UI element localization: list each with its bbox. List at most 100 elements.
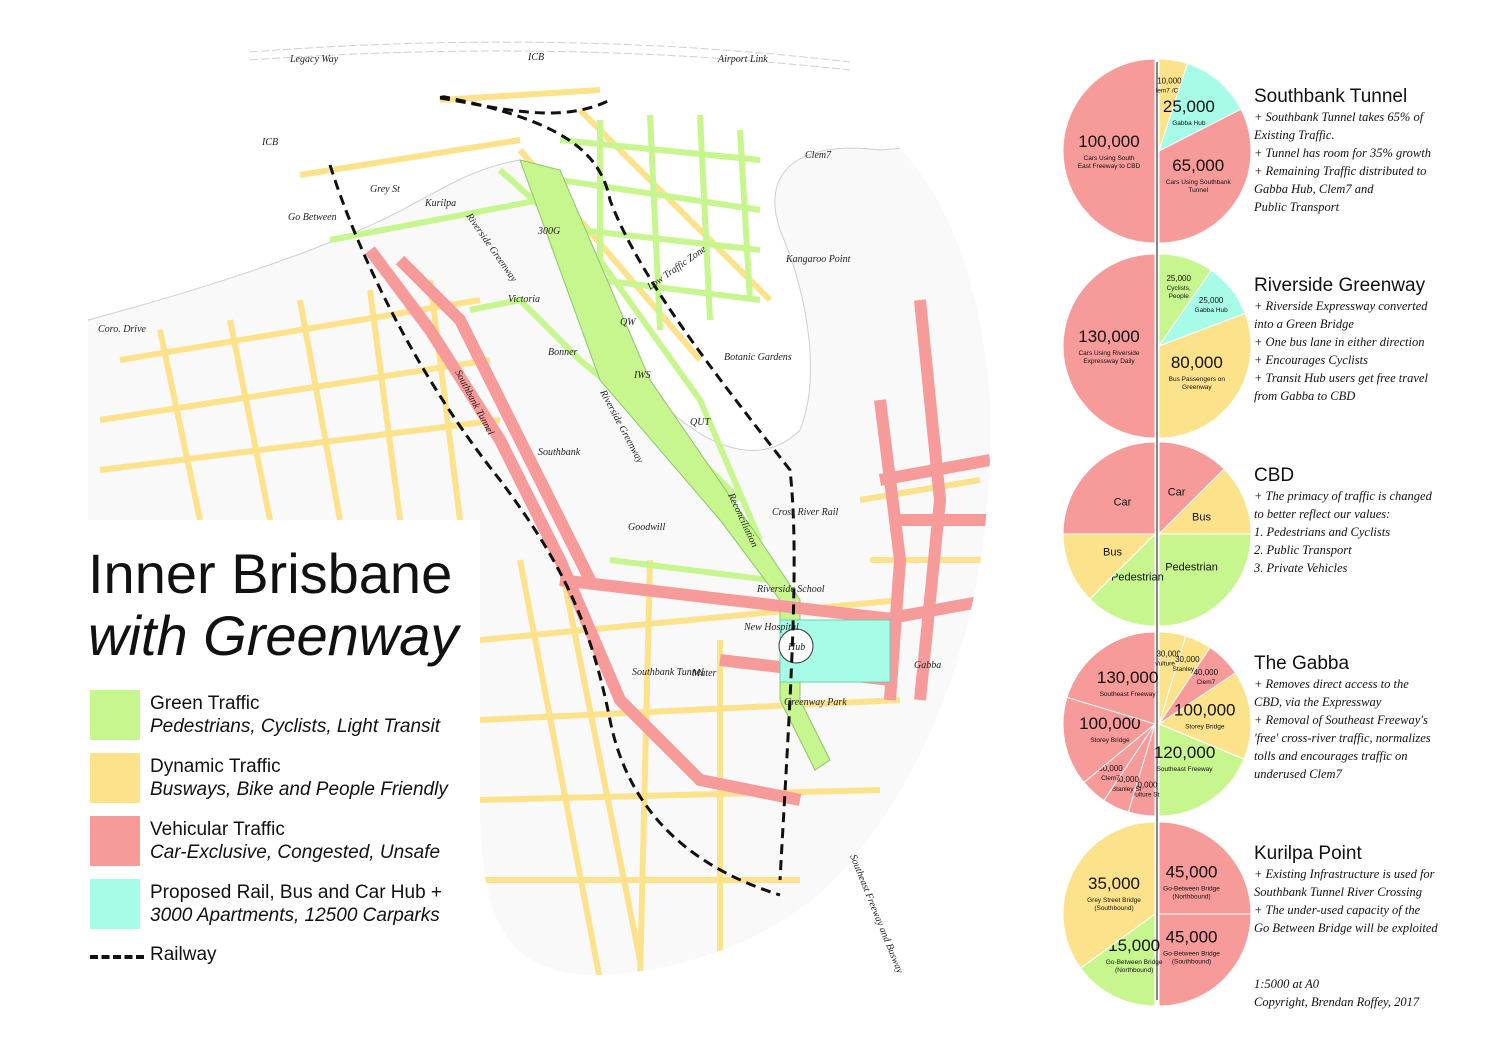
railway-line bbox=[328, 164, 781, 897]
label-bonner: Bonner bbox=[548, 347, 578, 358]
pie-label: Vulture St bbox=[1155, 660, 1183, 667]
greenway-corridor bbox=[519, 159, 831, 771]
pie-slice-label: 45,000 Go-Between Bridge(Northbound) bbox=[1163, 862, 1220, 900]
pie-label: Clem7 bbox=[1196, 679, 1215, 686]
label-kurilpa: Kurilpa bbox=[424, 198, 456, 209]
label-icb-top: ICB bbox=[527, 52, 544, 63]
legend-swatch-red bbox=[90, 816, 140, 866]
label-qw: QW bbox=[620, 317, 637, 328]
copyright-note: Copyright, Brendan Roffey, 2017 bbox=[1254, 995, 1420, 1009]
note-line: + Removal of Southeast Freeway's bbox=[1254, 713, 1428, 727]
arc-line-outer bbox=[249, 41, 851, 63]
note-line: underused Clem7 bbox=[1254, 767, 1342, 781]
scale-note: 1:5000 at A0 bbox=[1254, 977, 1320, 991]
pie-label: East Freeway to CBD bbox=[1078, 163, 1141, 170]
note-line: CBD, via the Expressway bbox=[1254, 695, 1382, 709]
label-icb-left: ICB bbox=[261, 137, 278, 148]
pie-slice-label: Pedestrian bbox=[1165, 562, 1218, 574]
label-clem7: Clem7 bbox=[805, 150, 832, 161]
pie-slice bbox=[1158, 108, 1252, 244]
pie-slice bbox=[1089, 532, 1156, 627]
pie-slice-label: 10,000 Clem7 /CRR bbox=[1151, 77, 1188, 95]
label-300g: 300G bbox=[537, 226, 560, 237]
pie-label: Clem7 /CRR bbox=[1151, 88, 1188, 95]
note-line: + Transit Hub users get free travel bbox=[1254, 371, 1428, 385]
pie-label: (Southbound) bbox=[1172, 959, 1211, 966]
page-title: Inner Brisbane with Greenway bbox=[88, 543, 458, 667]
railway-top bbox=[439, 96, 611, 115]
legend-railway-label: Railway bbox=[150, 944, 217, 965]
pie-label: Clem7 bbox=[1101, 775, 1120, 782]
pie-slice-label: 35,000 Grey Street Bridge(Southbound) bbox=[1087, 874, 1141, 912]
panel-title: Riverside Greenway bbox=[1254, 275, 1426, 296]
pie-value: 30,000 bbox=[1175, 655, 1200, 664]
legend-desc-cyan: 3000 Apartments, 12500 Carparks bbox=[150, 905, 440, 926]
pie-label: Vulture St bbox=[1131, 792, 1159, 799]
pie-value: 30,000 bbox=[1156, 649, 1181, 658]
note-line: to better reflect our values: bbox=[1254, 507, 1391, 521]
pie-value: 30,000 bbox=[1133, 781, 1158, 790]
pie-label: Pedestrian bbox=[1111, 571, 1164, 583]
pie-label: Greenway bbox=[1182, 384, 1212, 391]
pie-label: Southeast Freeway bbox=[1100, 691, 1157, 698]
pie-label: Stanley St bbox=[1173, 666, 1203, 673]
label-gabba: Gabba bbox=[914, 660, 941, 671]
pie-value: 30,000 bbox=[1114, 775, 1139, 784]
pie-slice bbox=[1158, 821, 1252, 915]
pie-value: 25,000 bbox=[1163, 97, 1215, 116]
legend-label-green: Green Traffic bbox=[150, 693, 260, 714]
pie-slice-label: Bus bbox=[1192, 511, 1211, 523]
panel-cbd: CBD + The primacy of traffic is changed … bbox=[1254, 465, 1484, 577]
panel-kurilpa-point: Kurilpa Point + Existing Infrastructure … bbox=[1254, 843, 1484, 937]
pie-label: Go-Between Bridge bbox=[1163, 885, 1220, 892]
pie-label: Expressway Daily bbox=[1083, 358, 1135, 365]
pie-slice-label: 30,000 Stanley St bbox=[1112, 775, 1142, 793]
label-southbank: Southbank bbox=[538, 447, 581, 458]
pie-label: Stanley St bbox=[1112, 786, 1142, 793]
pie-label: Bus bbox=[1103, 547, 1122, 559]
pie-value: 25,000 bbox=[1166, 274, 1191, 283]
note-line: into a Green Bridge bbox=[1254, 317, 1354, 331]
note-line: + The primacy of traffic is changed bbox=[1254, 489, 1432, 503]
note-line: + Tunnel has room for 35% growth bbox=[1254, 146, 1431, 160]
pie-slice-label: 30,000 Vulture St bbox=[1155, 649, 1183, 667]
pie-slice bbox=[1158, 913, 1252, 1007]
note-line: 2. Public Transport bbox=[1254, 543, 1352, 557]
label-qut: QUT bbox=[690, 417, 711, 428]
pie-label: Tunnel bbox=[1188, 187, 1208, 194]
pie-value: 30,000 bbox=[1098, 764, 1123, 773]
label-southeast-freeway: Southeast Freeway and Busway bbox=[847, 853, 905, 975]
pie-slice bbox=[1062, 821, 1156, 969]
pie-slice-label: 130,000 Southeast Freeway bbox=[1097, 668, 1158, 698]
pie-value: 65,000 bbox=[1172, 156, 1224, 175]
label-riverside-school: Riverside School bbox=[756, 584, 825, 595]
pie-label: (Northbound) bbox=[1115, 967, 1153, 974]
pie-label: Bus bbox=[1192, 511, 1211, 523]
legend-item-railway: Railway bbox=[90, 942, 550, 972]
pie-value: 45,000 bbox=[1166, 928, 1218, 947]
note-line: + One bus lane in either direction bbox=[1254, 335, 1425, 349]
pie-value: 120,000 bbox=[1154, 743, 1215, 762]
pie-slice bbox=[1158, 723, 1245, 817]
pie-value: 40,000 bbox=[1194, 668, 1219, 677]
note-line: + Remaining Traffic distributed to bbox=[1254, 164, 1427, 178]
note-line: Southbank Tunnel River Crossing bbox=[1254, 885, 1422, 899]
pie-slice bbox=[1079, 913, 1156, 1007]
pie-slice-label: 30,000 Clem7 bbox=[1098, 764, 1123, 782]
pie-label: Gabba Hub bbox=[1195, 307, 1229, 314]
pie-label: Cars Using South bbox=[1084, 155, 1135, 162]
label-go-between: Go Between bbox=[288, 212, 337, 223]
pie-slice bbox=[1066, 631, 1156, 725]
legend-label-yellow: Dynamic Traffic bbox=[150, 756, 281, 777]
note-line: 3. Private Vehicles bbox=[1254, 561, 1348, 575]
pie-slice-label: 25,000 Cyclists,People bbox=[1166, 274, 1191, 300]
panel-riverside-greenway: Riverside Greenway + Riverside Expresswa… bbox=[1254, 275, 1484, 405]
legend-desc-green: Pedestrians, Cyclists, Light Transit bbox=[150, 716, 441, 737]
hub-marker[interactable] bbox=[778, 628, 814, 664]
label-southbank-tunnel-bottom: Southbank Tunnel bbox=[632, 667, 704, 678]
label-victoria: Victoria bbox=[508, 294, 540, 305]
legend-label-red: Vehicular Traffic bbox=[150, 819, 285, 840]
